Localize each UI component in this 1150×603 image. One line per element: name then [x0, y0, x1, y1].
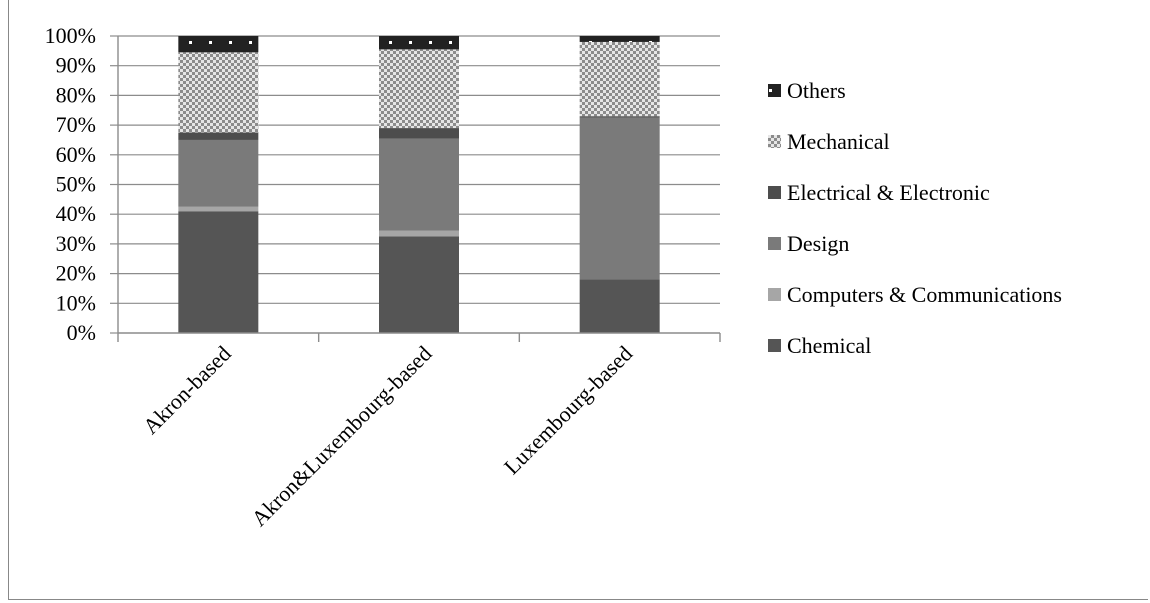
y-tick-label: 40% [56, 201, 96, 226]
legend-swatch [768, 288, 781, 301]
bar-segment-chemical [579, 279, 660, 333]
x-tick-label: Luxembourg-based [499, 341, 637, 479]
legend-label: Computers & Communications [787, 282, 1062, 307]
legend: Others Mechanical Electrical & Electronic D… [768, 78, 1062, 358]
legend-label: Design [787, 231, 849, 256]
y-tick-label: 30% [56, 231, 96, 256]
y-tick-label: 50% [56, 172, 96, 197]
legend-item-electrical-and-electronic: Electrical & Electronic [768, 180, 990, 205]
y-tick-label: 0% [67, 320, 96, 345]
y-tick-label: 100% [45, 23, 96, 48]
legend-swatch [768, 135, 781, 148]
legend-swatch [768, 339, 781, 352]
y-tick-label: 80% [56, 82, 96, 107]
legend-label: Electrical & Electronic [787, 180, 990, 205]
bar-segment-others [379, 36, 459, 50]
legend-item-computers-and-communications: Computers & Communications [768, 282, 1062, 307]
legend-item-design: Design [768, 231, 849, 256]
legend-label: Chemical [787, 333, 871, 358]
bar-segment-electrical-and-electronic [178, 132, 259, 140]
legend-label: Mechanical [787, 129, 890, 154]
x-tick-label: Akron&Luxembourg-based [246, 341, 436, 531]
bar-segment-electrical-and-electronic [379, 128, 459, 139]
bar-segment-mechanical [379, 49, 459, 129]
legend-item-others: Others [768, 78, 846, 103]
legend-label: Others [787, 78, 846, 103]
bar-segment-design [379, 138, 459, 231]
bar-segment-computers-and-communications [178, 206, 259, 212]
axes [110, 35, 721, 342]
chart-frame [8, 0, 1148, 600]
bar-segment-design [579, 117, 660, 280]
bar-segment-computers-and-communications [379, 230, 459, 237]
legend-item-mechanical: Mechanical [768, 129, 890, 154]
y-tick-label: 70% [56, 112, 96, 137]
bar-segment-mechanical [178, 52, 259, 133]
legend-item-chemical: Chemical [768, 333, 871, 358]
bar-segment-others [579, 36, 660, 42]
bar-segment-chemical [379, 236, 459, 333]
legend-swatch [768, 237, 781, 250]
y-tick-label: 20% [56, 261, 96, 286]
bar-segment-design [178, 139, 259, 207]
y-tick-label: 10% [56, 290, 96, 315]
y-tick-label: 60% [56, 142, 96, 167]
legend-swatch [768, 84, 781, 97]
x-tick-labels: Akron-based Akron&Luxembourg-based Luxembo… [138, 341, 637, 531]
bars [178, 36, 660, 333]
bar-segment-others [178, 36, 259, 53]
y-tick-label: 90% [56, 53, 96, 78]
bar-segment-mechanical [579, 41, 660, 117]
bar-segment-chemical [178, 211, 259, 333]
x-tick-label: Akron-based [138, 341, 236, 439]
y-tick-labels: 0% 10% 20% 30% 40% 50% 60% 70% 80% 90% 100% [45, 23, 96, 345]
legend-swatch [768, 186, 781, 199]
bar-segment-electrical-and-electronic [579, 116, 660, 118]
